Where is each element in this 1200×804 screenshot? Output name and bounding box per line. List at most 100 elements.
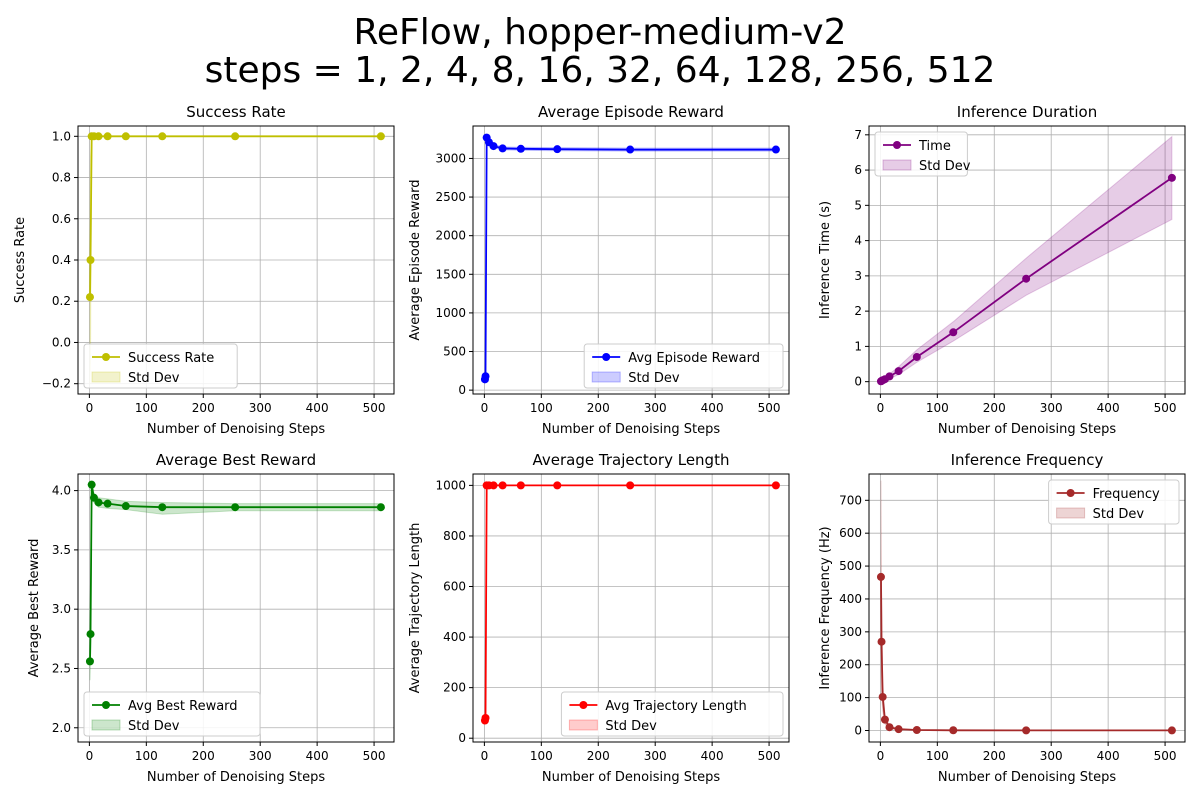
data-point [626, 145, 635, 154]
x-tick-label: 100 [135, 749, 158, 763]
data-point [158, 132, 167, 141]
legend-label-series: Avg Best Reward [128, 699, 238, 714]
data-point [481, 713, 490, 722]
legend-label-series: Frequency [1093, 487, 1160, 502]
legend-band-swatch [591, 371, 621, 383]
y-tick-label: 0.0 [52, 335, 71, 349]
series-line [89, 484, 381, 662]
legend-box [583, 343, 784, 389]
series-line [89, 135, 381, 298]
x-tick-label: 300 [1040, 401, 1063, 415]
x-tick-label: 400 [701, 749, 724, 763]
y-tick-label: 200 [839, 658, 862, 672]
legend-marker-swatch [579, 701, 588, 709]
series-line [484, 137, 776, 380]
legend: Success Rate Std Dev [83, 343, 238, 389]
plot-area [85, 132, 385, 384]
chart-title: Success Rate [186, 103, 286, 121]
data-point [553, 145, 562, 154]
y-tick-label: 6 [854, 163, 862, 177]
data-point [771, 145, 780, 154]
legend-box [560, 691, 784, 737]
x-tick-label: 500 [363, 749, 386, 763]
x-tick-label: 100 [530, 749, 553, 763]
x-tick-label: 0 [86, 749, 94, 763]
std-dev-band [89, 482, 382, 681]
data-point [626, 481, 635, 490]
x-axis-label: Number of Denoising Steps [542, 770, 720, 785]
chart-panel: 0 100 200 300 400 500 −0.2 0.0 0.2 0.4 0.6 0.8 1.0 Su… [13, 103, 395, 437]
x-tick-label: 400 [701, 401, 724, 415]
data-point [86, 630, 95, 639]
legend-label-series: Time [918, 139, 951, 154]
legend-band-swatch [882, 159, 912, 171]
data-point [231, 132, 240, 141]
y-tick-label: 4 [854, 234, 862, 248]
y-tick-label: 0.4 [52, 253, 71, 267]
legend-label-series: Avg Trajectory Length [605, 699, 746, 714]
y-tick-label: 0.8 [52, 171, 71, 185]
x-tick-label: 200 [192, 749, 215, 763]
figure-title-line1: ReFlow, hopper-medium-v2 [354, 12, 847, 53]
x-tick-label: 100 [926, 401, 949, 415]
legend-marker-swatch [102, 353, 110, 361]
axes-frame [472, 125, 790, 395]
data-point [231, 503, 240, 512]
data-point [376, 132, 385, 141]
y-tick-label: 100 [839, 691, 862, 705]
x-tick-label: 0 [877, 401, 885, 415]
x-tick-label: 100 [926, 749, 949, 763]
data-point [516, 144, 525, 153]
plot-area [480, 481, 780, 725]
data-point [912, 352, 921, 361]
y-tick-label: 2000 [435, 229, 466, 243]
chart-panel: 0 100 200 300 400 500 0 200 400 600 800 1000 Average… [408, 451, 790, 785]
data-point [85, 657, 94, 666]
legend-box [83, 343, 238, 389]
x-tick-label: 500 [1154, 749, 1177, 763]
x-tick-label: 100 [135, 401, 158, 415]
figure-title-line2: steps = 1, 2, 4, 8, 16, 32, 64, 128, 256… [205, 50, 996, 91]
x-axis-label: Number of Denoising Steps [147, 770, 325, 785]
y-tick-label: 0 [458, 383, 466, 397]
legend: Avg Trajectory Length Std Dev [560, 691, 784, 737]
x-tick-label: 300 [249, 401, 272, 415]
data-point [86, 256, 95, 264]
axes-frame [868, 125, 1186, 395]
series-line [880, 576, 1172, 732]
legend-label-series: Success Rate [128, 351, 214, 366]
x-tick-label: 500 [1154, 401, 1177, 415]
y-axis-label: Average Episode Reward [408, 179, 423, 340]
x-tick-label: 500 [363, 401, 386, 415]
subplot-grid: 0 100 200 300 400 500−0.20.00.20.40.60.81.0Su… [13, 103, 1186, 785]
x-tick-label: 400 [306, 749, 329, 763]
x-tick-label: 200 [983, 401, 1006, 415]
data-point [1022, 726, 1031, 735]
axes-frame [77, 473, 395, 743]
data-point [516, 481, 525, 490]
data-point [771, 481, 780, 490]
y-tick-label: 1000 [435, 306, 466, 320]
data-point [121, 502, 130, 511]
y-tick-label: 0.6 [52, 212, 71, 226]
data-point [498, 481, 507, 490]
data-point [94, 132, 103, 141]
x-tick-label: 200 [587, 401, 610, 415]
y-tick-label: 0 [854, 723, 862, 737]
legend-label-band: Std Dev [128, 719, 180, 734]
legend-band-swatch [568, 719, 598, 731]
x-tick-label: 0 [86, 401, 94, 415]
plot-area [480, 133, 780, 384]
data-point [489, 142, 498, 151]
x-tick-label: 400 [1097, 401, 1120, 415]
legend-label-band: Std Dev [128, 371, 180, 386]
data-point [876, 572, 885, 581]
data-point [1022, 274, 1031, 283]
data-point [894, 367, 903, 376]
legend: Avg Best Reward Std Dev [83, 691, 261, 737]
y-tick-label: 600 [443, 580, 466, 594]
series-line [484, 484, 776, 721]
y-tick-label: 0.2 [52, 294, 71, 308]
